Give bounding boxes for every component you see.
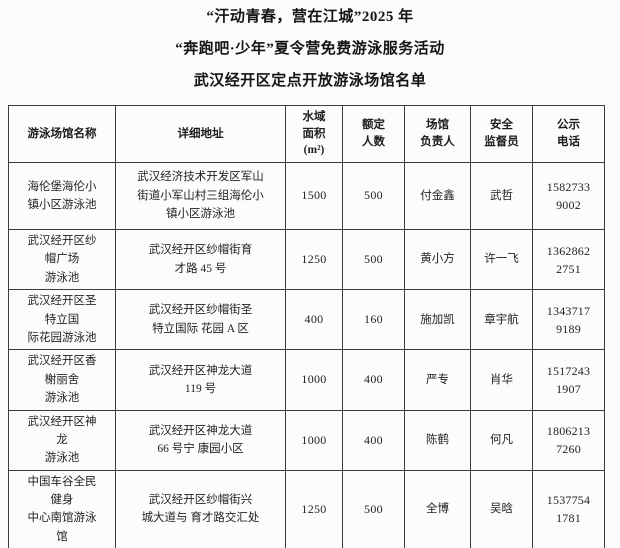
cell-manager: 陈鹤 <box>404 409 471 471</box>
venues-table: 游泳场馆名称 详细地址 水域 面积 (m²) 额定 人数 场馆 负责人 安全 监… <box>8 105 605 548</box>
cell-supervisor: 武哲 <box>470 162 533 230</box>
cell-phone: 1362862 2751 <box>532 228 605 291</box>
cell-water-area: 1000 <box>285 409 343 471</box>
cell-address: 武汉经济技术开发区军山 街道小军山村三组海伦小 镇小区游泳池 <box>115 162 286 230</box>
cell-venue-name: 武汉经开区圣 特立国 际花园游泳池 <box>8 289 116 351</box>
cell-manager: 施加凯 <box>404 289 471 351</box>
cell-phone: 1343717 9189 <box>532 289 605 351</box>
cell-supervisor: 吴晗 <box>470 469 533 548</box>
cell-capacity: 500 <box>342 228 405 291</box>
cell-water-area: 1250 <box>285 469 343 548</box>
cell-capacity: 160 <box>342 289 405 351</box>
cell-capacity: 500 <box>342 469 405 548</box>
table-row: 中国车谷全民 健身 中心南馆游泳 馆 武汉经开区纱帽街兴 城大道与 育才路交汇处… <box>8 469 605 548</box>
table-header-row: 游泳场馆名称 详细地址 水域 面积 (m²) 额定 人数 场馆 负责人 安全 监… <box>8 105 605 163</box>
cell-manager: 付金鑫 <box>404 162 471 230</box>
cell-water-area: 1250 <box>285 228 343 291</box>
cell-capacity: 400 <box>342 409 405 471</box>
cell-address: 武汉经开区神龙大道 66 号宁 康园小区 <box>115 409 286 471</box>
table-row: 武汉经开区香 榭丽舍 游泳池 武汉经开区神龙大道 119 号 1000 400 … <box>8 349 605 411</box>
table-row: 武汉经开区圣 特立国 际花园游泳池 武汉经开区纱帽街圣 特立国际 花园 A 区 … <box>8 289 605 351</box>
cell-venue-name: 武汉经开区香 榭丽舍 游泳池 <box>8 349 116 411</box>
cell-supervisor: 许一飞 <box>470 228 533 291</box>
header-address: 详细地址 <box>115 105 286 163</box>
cell-capacity: 500 <box>342 162 405 230</box>
cell-manager: 严专 <box>404 349 471 411</box>
cell-address: 武汉经开区神龙大道 119 号 <box>115 349 286 411</box>
cell-water-area: 1000 <box>285 349 343 411</box>
header-water-area: 水域 面积 (m²) <box>285 105 343 163</box>
cell-phone: 1582733 9002 <box>532 162 605 230</box>
cell-manager: 黄小方 <box>404 228 471 291</box>
header-safety-supervisor: 安全 监督员 <box>470 105 533 163</box>
cell-venue-name: 武汉经开区纱 帽广场 游泳池 <box>8 228 116 291</box>
cell-supervisor: 章宇航 <box>470 289 533 351</box>
cell-supervisor: 肖华 <box>470 349 533 411</box>
cell-supervisor: 何凡 <box>470 409 533 471</box>
cell-address: 武汉经开区纱帽街育 才路 45 号 <box>115 228 286 291</box>
cell-address: 武汉经开区纱帽街圣 特立国际 花园 A 区 <box>115 289 286 351</box>
cell-capacity: 400 <box>342 349 405 411</box>
table-row: 海伦堡海伦小 镇小区游泳池 武汉经济技术开发区军山 街道小军山村三组海伦小 镇小… <box>8 162 605 230</box>
title-line-2: “奔跑吧·少年”夏令营免费游泳服务活动 <box>175 41 445 57</box>
document-titles: “汗动青春，营在江城”2025 年 “奔跑吧·少年”夏令营免费游泳服务活动 武汉… <box>0 0 620 90</box>
cell-venue-name: 中国车谷全民 健身 中心南馆游泳 馆 <box>8 469 116 548</box>
cell-phone: 1806213 7260 <box>532 409 605 471</box>
cell-water-area: 1500 <box>285 162 343 230</box>
cell-phone: 1517243 1907 <box>532 349 605 411</box>
title-line-3: 武汉经开区定点开放游泳场馆名单 <box>193 73 427 89</box>
title-line-1: “汗动青春，营在江城”2025 年 <box>206 9 414 25</box>
cell-phone: 1537754 1781 <box>532 469 605 548</box>
header-manager: 场馆 负责人 <box>404 105 471 163</box>
cell-water-area: 400 <box>285 289 343 351</box>
table-row: 武汉经开区纱 帽广场 游泳池 武汉经开区纱帽街育 才路 45 号 1250 50… <box>8 228 605 291</box>
cell-address: 武汉经开区纱帽街兴 城大道与 育才路交汇处 <box>115 469 286 548</box>
cell-manager: 全博 <box>404 469 471 548</box>
header-capacity: 额定 人数 <box>342 105 405 163</box>
header-venue-name: 游泳场馆名称 <box>8 105 116 163</box>
cell-venue-name: 海伦堡海伦小 镇小区游泳池 <box>8 162 116 230</box>
table-row: 武汉经开区神 龙 游泳池 武汉经开区神龙大道 66 号宁 康园小区 1000 4… <box>8 409 605 471</box>
cell-venue-name: 武汉经开区神 龙 游泳池 <box>8 409 116 471</box>
header-public-phone: 公示 电话 <box>532 105 605 163</box>
